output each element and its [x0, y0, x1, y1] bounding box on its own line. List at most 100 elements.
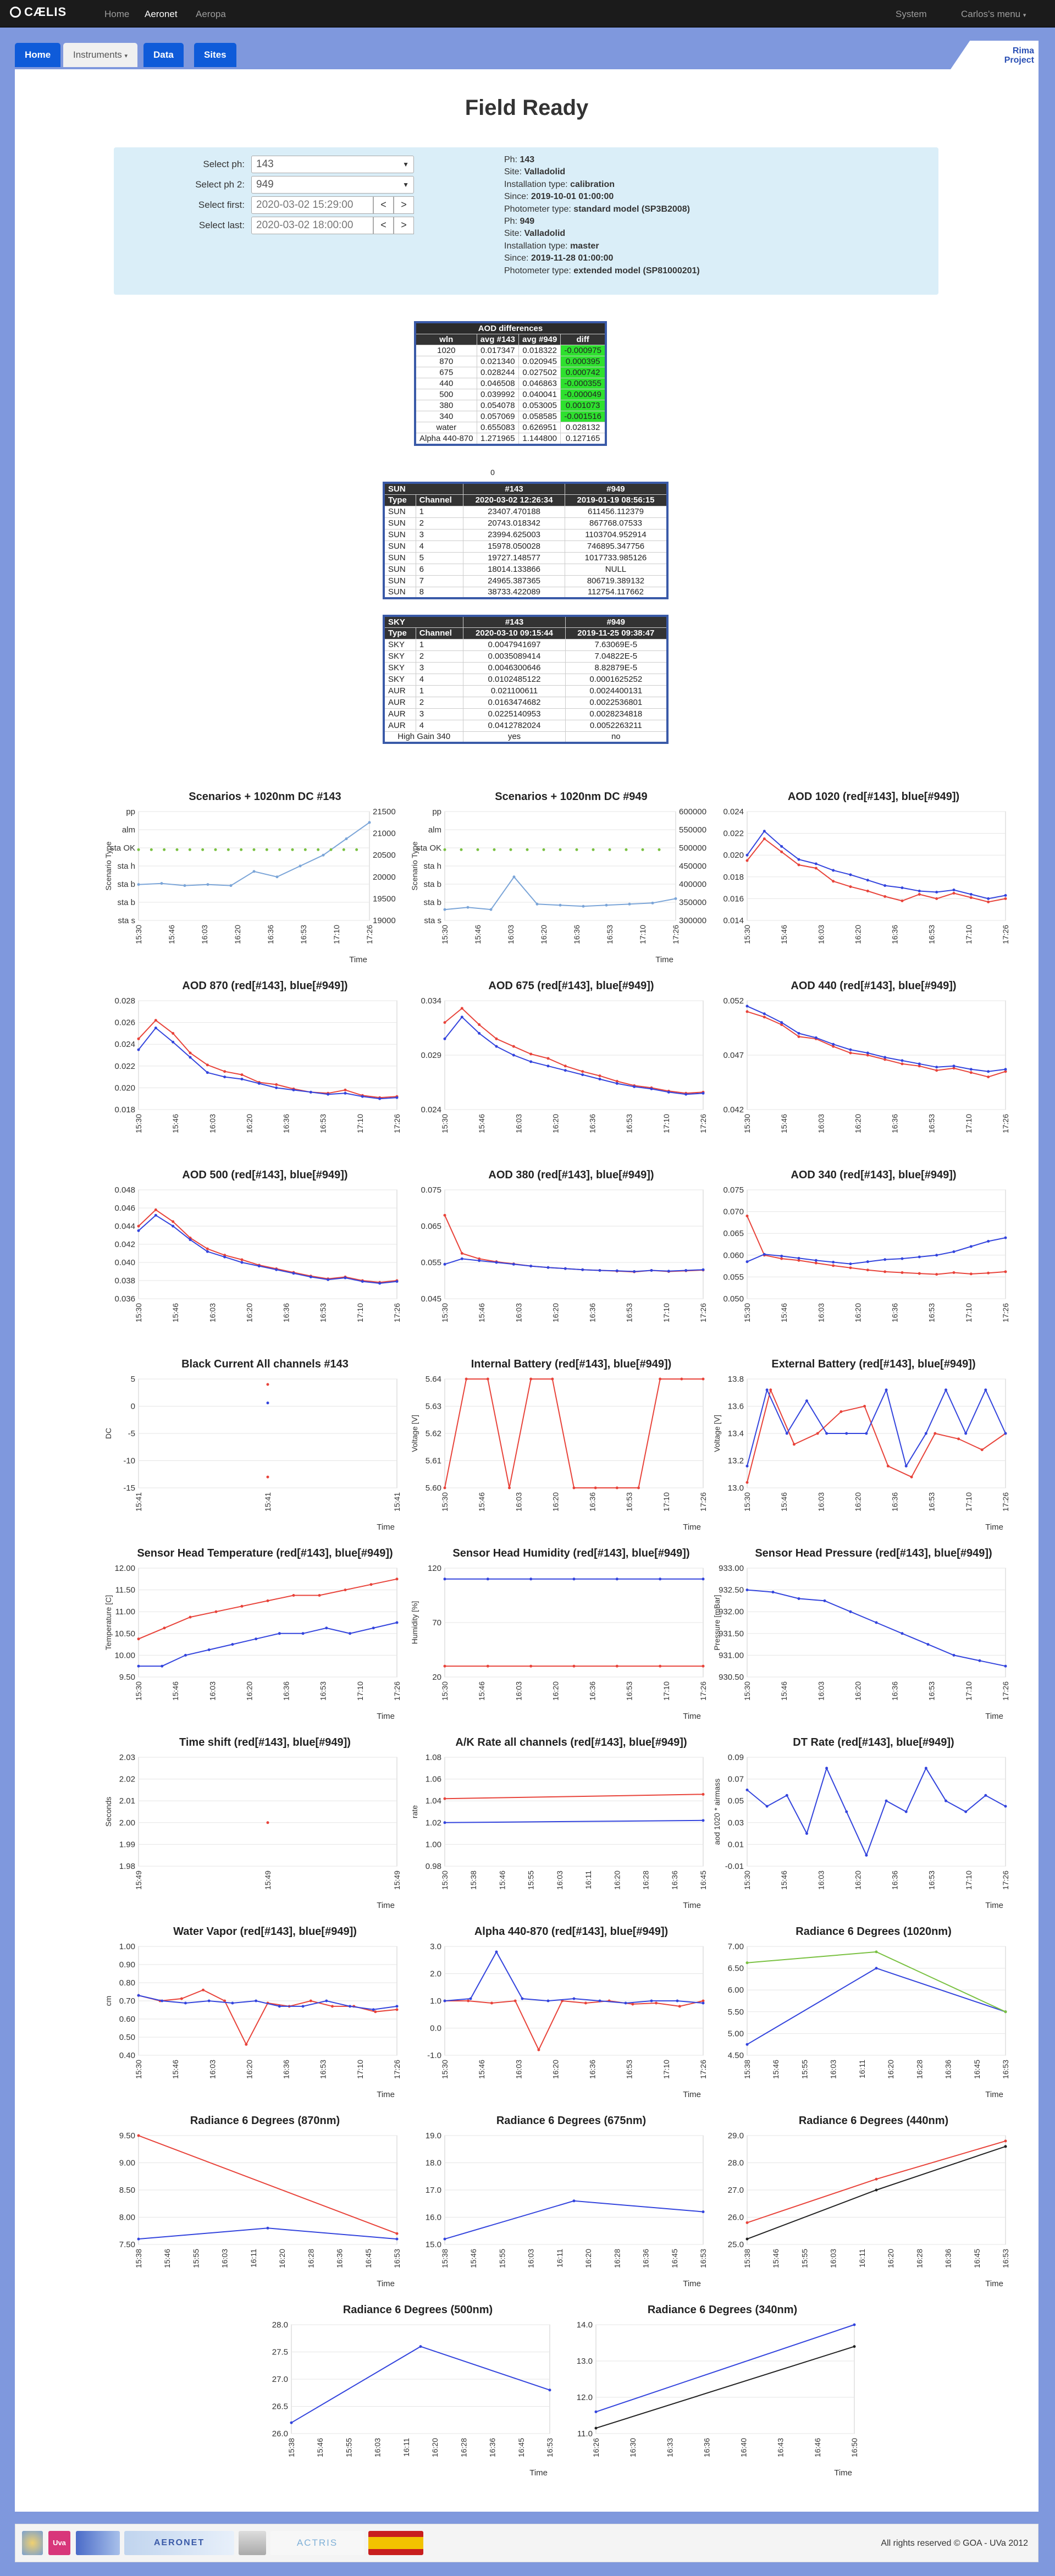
- table-cell: Alpha 440-870: [415, 433, 477, 445]
- last-date-input[interactable]: 2020-03-02 18:00:00: [251, 217, 373, 234]
- y-axis-label: Voltage [V]: [410, 1415, 419, 1452]
- red-series-point: [745, 1215, 749, 1218]
- y-tick-label: 0.050: [723, 1294, 744, 1304]
- x-tick-label: 15:55: [191, 2249, 200, 2268]
- select-first-row: Select first: 2020-03-02 15:29:00 < >: [147, 196, 414, 214]
- dc-point: [229, 884, 233, 887]
- x-tick-label: 16:28: [459, 2438, 468, 2457]
- red-series-point: [275, 1083, 278, 1086]
- red-series-point: [863, 1405, 866, 1408]
- nav-aeropa[interactable]: Aeropa: [196, 9, 226, 19]
- y-tick-label: 8.00: [119, 2213, 135, 2222]
- table-header: 2019-11-25 09:38:47: [565, 627, 668, 639]
- dark-series-point: [875, 2188, 878, 2192]
- chart-svg: 28.0 27.5 27.0 26.5 26.015:38 15:46 15:55 16:03…: [272, 2320, 554, 2478]
- scenario-point: [355, 848, 358, 851]
- blue-series-point: [904, 1810, 908, 1813]
- blue-series-point: [395, 1280, 399, 1283]
- y-tick-label: 0.024: [421, 1105, 441, 1115]
- red-series-point: [546, 1057, 550, 1060]
- x-tick-label: 17:10: [964, 1303, 973, 1322]
- table-cell: 0.057069: [476, 411, 519, 422]
- scenario-point: [460, 848, 463, 851]
- table-cell: water: [415, 422, 477, 433]
- y-axis-label: Pressure [mBar]: [712, 1595, 721, 1650]
- blue-series-point: [797, 858, 800, 861]
- x-tick-label: 16:36: [266, 925, 275, 944]
- red-series-point: [769, 1388, 772, 1392]
- first-prev-button[interactable]: <: [373, 196, 394, 214]
- y-tick-label: 28.0: [728, 2159, 744, 2168]
- table-cell: SKY: [383, 650, 416, 663]
- blue-series-point: [918, 1255, 921, 1259]
- select-ph2-row: Select ph 2: 949 ▼: [147, 175, 414, 194]
- blue-series-point: [495, 1950, 498, 1954]
- y-tick-label: 0.042: [114, 1240, 135, 1249]
- plot-area: [138, 1568, 397, 1678]
- scenario-point: [329, 848, 333, 851]
- last-prev-button[interactable]: <: [373, 217, 394, 234]
- select-ph2[interactable]: 949 ▼: [251, 176, 414, 194]
- x-tick-label: 15:30: [743, 1871, 752, 1890]
- x-tick-label: 15:30: [134, 925, 143, 944]
- y-tick-label: sta h: [423, 862, 441, 871]
- x-tick-label: 16:36: [282, 1114, 291, 1133]
- table-cell: 0.018322: [518, 345, 561, 356]
- scenario-point: [542, 848, 545, 851]
- red-series-point: [172, 1220, 175, 1223]
- tab-sites[interactable]: Sites: [194, 43, 236, 67]
- y-tick-label: 5.64: [426, 1375, 441, 1384]
- blue-series-point: [546, 1999, 550, 2003]
- y-tick-label: 0.045: [421, 1294, 441, 1304]
- first-date-input[interactable]: 2020-03-02 15:29:00: [251, 196, 373, 214]
- blue-series-point: [292, 1272, 295, 1275]
- info-label: Since:: [504, 253, 529, 263]
- nav-system[interactable]: System: [896, 9, 927, 19]
- blue-series-point: [325, 1999, 328, 2003]
- last-next-button[interactable]: >: [394, 217, 414, 234]
- nav-home[interactable]: Home: [104, 9, 130, 19]
- select-ph[interactable]: 143 ▼: [251, 156, 414, 173]
- red-series-point: [987, 900, 990, 903]
- blue-series-point: [327, 1278, 330, 1281]
- info-value: Valladolid: [524, 167, 566, 177]
- y2-tick-label: 350000: [679, 898, 706, 907]
- blue-series-point: [918, 890, 921, 893]
- blue-series-point: [964, 1810, 968, 1813]
- table-cell: no: [565, 731, 668, 743]
- tab-instruments[interactable]: Instruments ▾: [63, 43, 138, 67]
- red-series-point: [460, 1252, 463, 1255]
- blue-series-point: [572, 2199, 576, 2203]
- tab-data[interactable]: Data: [143, 43, 184, 67]
- table-row: SKY 4 0.0102485122 0.0001625252: [383, 673, 668, 686]
- red-series-point: [886, 1464, 890, 1468]
- chart-ebat: External Battery (red[#143], blue[#949])…: [709, 1358, 1039, 1532]
- select-ph-row: Select ph: 143 ▼: [147, 155, 414, 174]
- y-tick-label: 5.63: [426, 1402, 441, 1411]
- blue-series-point: [745, 2043, 749, 2046]
- nav-aeronet[interactable]: Aeronet: [145, 9, 178, 19]
- blue-series-point: [395, 1096, 399, 1099]
- table-row: AUR 2 0.0163474682 0.0022536801: [383, 696, 668, 709]
- chart-svg: pp alm sta OK sta h sta b sta b sta s 600000 550…: [410, 807, 706, 964]
- tab-home[interactable]: Home: [15, 43, 61, 67]
- x-tick-label: 16:53: [393, 2249, 401, 2268]
- chart-svg: pp alm sta OK sta h sta b sta b sta s 21500 2100…: [104, 807, 396, 964]
- red-series-line: [138, 1019, 397, 1099]
- scenario-point: [188, 848, 191, 851]
- chart-rad1020: Radiance 6 Degrees (1020nm) 7.00 6.50 6.00 5…: [709, 1926, 1039, 2099]
- x-tick-label: 17:10: [964, 1681, 973, 1701]
- blue-series-point: [832, 869, 835, 872]
- blue-series-point: [478, 1259, 481, 1262]
- first-next-button[interactable]: >: [394, 196, 414, 214]
- x-tick-label: 16:03: [200, 925, 209, 944]
- nav-user-menu[interactable]: Carlos's menu ▾: [961, 9, 1026, 19]
- y-tick-label: 0.024: [723, 807, 744, 817]
- table-cell: 7: [415, 575, 464, 587]
- blue-series-point: [443, 1577, 446, 1581]
- brand-logo[interactable]: CÆLIS: [10, 5, 67, 19]
- red-series-line: [138, 1209, 397, 1283]
- blue-series-point: [395, 2237, 399, 2241]
- blue-series-point: [702, 1577, 705, 1581]
